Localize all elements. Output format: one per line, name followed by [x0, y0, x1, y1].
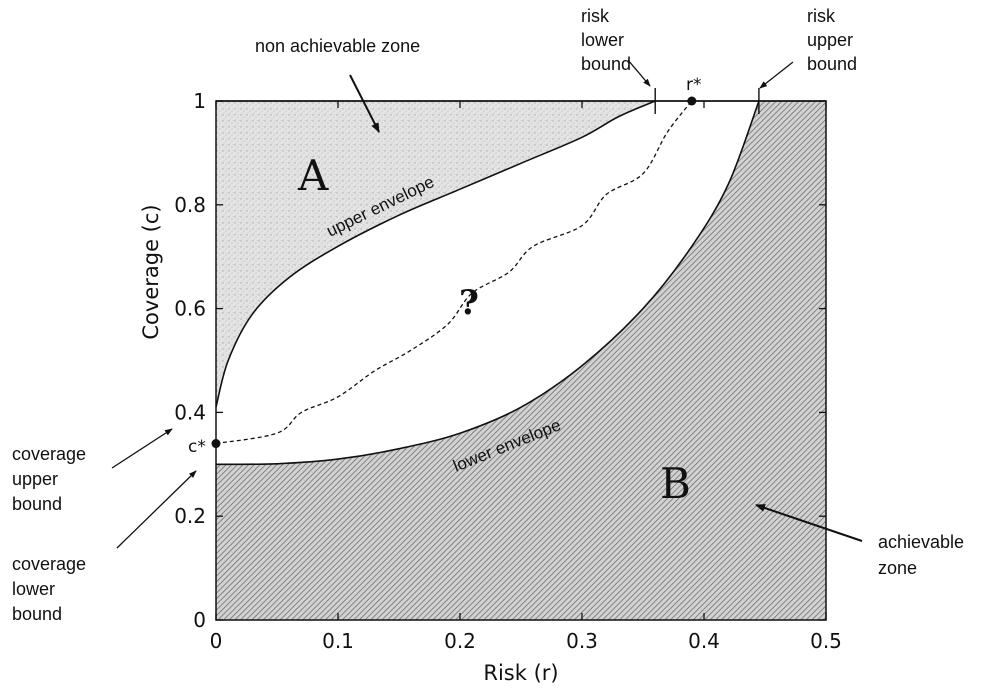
non-achievable-arrow [349, 74, 380, 133]
svg-text:lower: lower [581, 30, 624, 50]
svg-text:risk: risk [581, 6, 610, 26]
y-axis-title: Coverage (c) [139, 204, 163, 339]
svg-text:achievable: achievable [878, 532, 964, 552]
coverage-upper-bound-annotation: coverage upper bound [12, 444, 86, 514]
y-tick-label: 0.8 [174, 193, 206, 217]
zone-a-letter: A [297, 151, 329, 200]
svg-text:bound: bound [807, 54, 857, 74]
risk-lower-bound-arrow [627, 59, 651, 87]
svg-text:zone: zone [878, 558, 917, 578]
r-star-point [687, 96, 697, 106]
zone-b-letter: B [660, 459, 691, 508]
svg-text:risk: risk [807, 6, 836, 26]
uncertain-path-curve [215, 100, 693, 445]
x-tick-label: 0.4 [688, 629, 720, 653]
x-axis-ticks: 0 0.1 0.2 0.3 0.4 0.5 [210, 101, 842, 653]
risk-upper-bound-annotation: risk upper bound [807, 6, 857, 74]
svg-text:upper: upper [12, 469, 58, 489]
x-tick-label: 0.1 [322, 629, 354, 653]
c-star-label: c* [188, 437, 206, 457]
question-mark: ? [459, 283, 479, 323]
x-tick-label: 0.3 [566, 629, 598, 653]
svg-text:coverage: coverage [12, 554, 86, 574]
coverage-upper-bound-arrow [111, 428, 173, 469]
c-star-point [211, 439, 221, 449]
x-tick-label: 0 [210, 629, 223, 653]
svg-text:bound: bound [12, 494, 62, 514]
non-achievable-zone-label: non achievable zone [255, 36, 420, 56]
svg-text:bound: bound [12, 604, 62, 624]
svg-text:coverage: coverage [12, 444, 86, 464]
svg-text:lower: lower [12, 579, 55, 599]
svg-text:upper: upper [807, 30, 853, 50]
x-tick-label: 0.2 [444, 629, 476, 653]
y-tick-label: 0.4 [174, 400, 206, 424]
y-tick-label: 0 [193, 608, 206, 632]
y-tick-label: 1 [193, 89, 206, 113]
coverage-lower-bound-arrow [116, 470, 197, 549]
risk-upper-bound-arrow [759, 61, 794, 89]
non-achievable-zone-region [216, 101, 656, 408]
y-tick-label: 0.2 [174, 504, 206, 528]
achievable-zone-arrow [755, 504, 863, 542]
r-star-label: r* [686, 75, 702, 95]
plot-frame [215, 100, 827, 621]
x-tick-label: 0.5 [810, 629, 842, 653]
risk-lower-bound-annotation: risk lower bound [581, 6, 631, 74]
coverage-lower-bound-annotation: coverage lower bound [12, 554, 86, 624]
y-tick-label: 0.6 [174, 297, 206, 321]
y-axis-ticks: 0 0.2 0.4 0.6 0.8 1 [174, 89, 826, 632]
x-axis-title: Risk (r) [483, 661, 558, 685]
achievable-zone-region [216, 101, 826, 620]
achievable-zone-annotation: achievable zone [878, 532, 964, 578]
svg-text:bound: bound [581, 54, 631, 74]
lower-envelope-curve [215, 100, 760, 466]
upper-envelope-curve [215, 100, 656, 408]
